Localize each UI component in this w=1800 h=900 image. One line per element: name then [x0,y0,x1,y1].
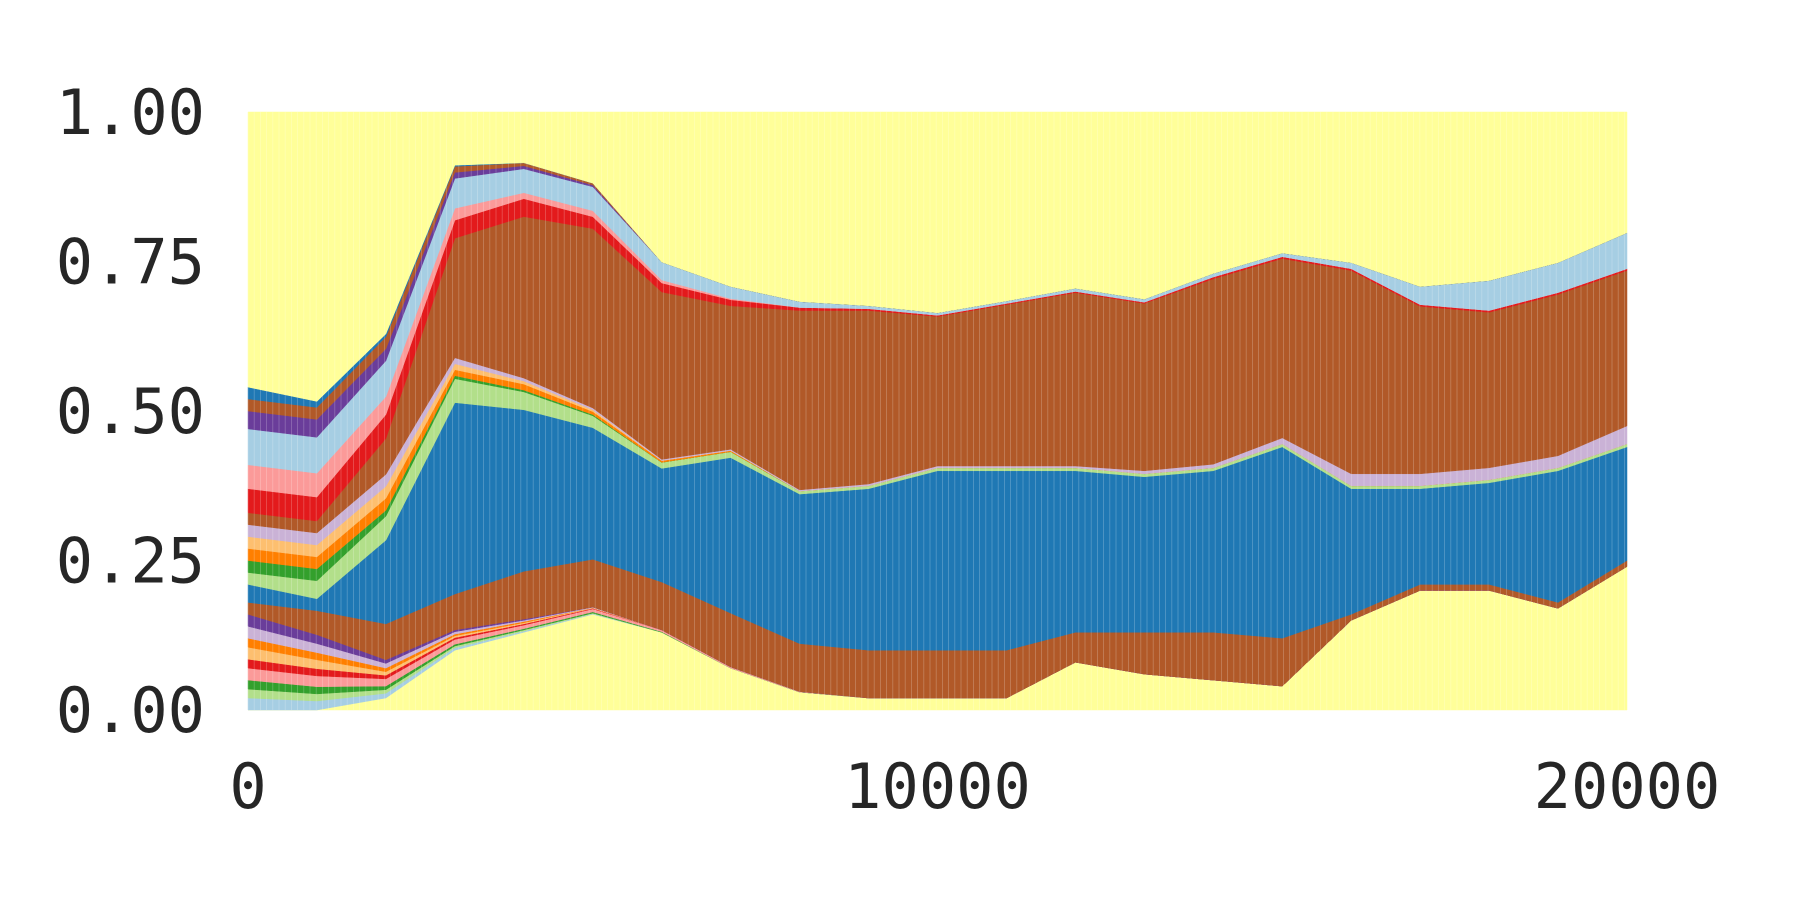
x-tick-label: 0 [229,750,266,823]
x-tick-label: 20000 [1534,750,1721,823]
y-axis-tick-labels: 0.00 0.25 0.50 0.75 1.00 [56,76,205,747]
x-axis-tick-labels: 0 10000 20000 [229,750,1720,823]
y-tick-label: 0.25 [56,525,205,598]
area-series-yellow-top [247,111,1628,402]
y-tick-label: 0.00 [56,674,205,747]
y-tick-label: 0.50 [56,375,205,448]
y-tick-label: 1.00 [56,76,205,149]
y-tick-label: 0.75 [56,226,205,299]
plot-area [247,111,1628,711]
bar-separators [247,112,1625,710]
x-tick-label: 10000 [844,750,1031,823]
